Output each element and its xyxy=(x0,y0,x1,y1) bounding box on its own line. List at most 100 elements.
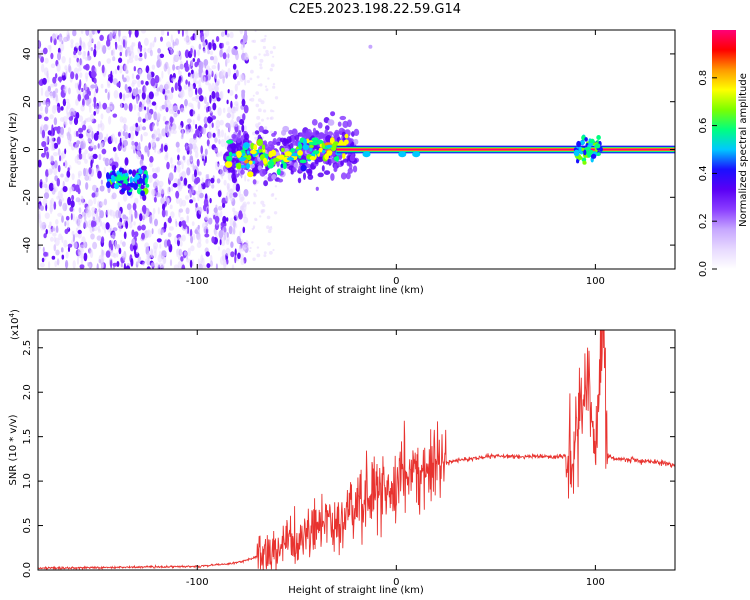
ridge-halo xyxy=(317,156,324,163)
noise-speck xyxy=(194,33,198,41)
noise-speck xyxy=(143,47,147,53)
noise-speck xyxy=(102,157,106,162)
noise-speck xyxy=(173,105,178,112)
noise-speck xyxy=(64,176,70,183)
noise-speck xyxy=(123,103,128,111)
echo-blob xyxy=(121,183,127,189)
noise-speck xyxy=(87,132,91,139)
noise-speck xyxy=(87,41,92,48)
noise-speck xyxy=(230,100,233,109)
noise-speck xyxy=(142,118,146,123)
noise-speck xyxy=(192,58,196,62)
snr-ticks: -100 0 100 0.0 0.5 1.0 1.5 2.0 2.5 xyxy=(22,330,675,588)
noise-speck xyxy=(97,30,101,34)
noise-speck xyxy=(217,133,221,139)
noise-speck xyxy=(64,221,67,227)
noise-speck xyxy=(146,106,149,114)
noise-speck xyxy=(273,211,278,215)
noise-speck xyxy=(123,193,128,202)
noise-speck xyxy=(43,192,50,200)
noise-speck xyxy=(63,85,68,94)
noise-speck xyxy=(133,245,137,250)
noise-speck xyxy=(38,245,41,251)
noise-speck xyxy=(44,146,49,152)
noise-speck xyxy=(75,197,81,203)
spectrogram-heatmap xyxy=(38,30,675,269)
noise-speck xyxy=(132,88,137,97)
ridge-blob xyxy=(291,152,299,157)
noise-speck xyxy=(228,225,233,235)
ridge-halo xyxy=(330,173,335,181)
noise-speck xyxy=(77,50,82,56)
ridge-halo xyxy=(252,179,257,185)
snr-series-line xyxy=(38,330,675,570)
noise-speck xyxy=(60,106,64,111)
noise-speck xyxy=(137,79,141,88)
noise-speck xyxy=(203,116,208,125)
noise-speck xyxy=(124,124,129,132)
noise-speck xyxy=(68,57,72,65)
snr-multiplier-close: ) xyxy=(10,309,21,313)
snr-ylabel: SNR (10 * v/v) xyxy=(8,414,19,485)
noise-speck xyxy=(129,45,134,54)
ridge-halo xyxy=(347,167,353,174)
ridge-halo xyxy=(342,120,349,128)
echo-blob xyxy=(118,167,123,173)
noise-speck xyxy=(66,131,71,141)
noise-speck xyxy=(153,111,158,121)
noise-speck xyxy=(56,195,60,200)
noise-speck xyxy=(133,221,136,226)
noise-speck xyxy=(239,30,244,35)
noise-speck xyxy=(50,197,55,206)
noise-speck xyxy=(55,225,59,233)
noise-speck xyxy=(270,109,273,113)
noise-speck xyxy=(144,258,150,264)
noise-speck xyxy=(94,84,98,90)
noise-speck xyxy=(175,141,180,148)
noise-speck xyxy=(230,251,235,258)
noise-speck xyxy=(154,75,160,84)
noise-speck xyxy=(62,186,68,193)
noise-speck xyxy=(76,140,81,145)
noise-speck xyxy=(98,60,101,67)
noise-speck xyxy=(256,246,260,249)
noise-speck xyxy=(80,256,84,265)
noise-speck xyxy=(220,139,226,148)
noise-speck xyxy=(173,168,177,173)
noise-speck xyxy=(85,56,89,62)
noise-speck xyxy=(140,80,144,85)
noise-speck xyxy=(39,126,43,135)
noise-speck xyxy=(263,254,267,258)
noise-speck xyxy=(97,170,102,179)
noise-speck xyxy=(132,202,137,211)
noise-speck xyxy=(144,84,147,93)
ridge-halo xyxy=(282,125,290,133)
noise-speck xyxy=(208,42,212,50)
noise-speck xyxy=(52,152,59,157)
noise-speck xyxy=(211,65,217,70)
noise-speck xyxy=(272,248,275,252)
secondary-blob xyxy=(579,140,586,146)
noise-speck xyxy=(214,72,218,80)
noise-speck xyxy=(229,89,234,96)
secondary-blob xyxy=(587,150,593,155)
noise-speck xyxy=(220,210,223,218)
x-tick-label: 100 xyxy=(586,276,605,287)
noise-speck xyxy=(196,115,201,121)
noise-speck xyxy=(134,211,139,219)
noise-speck xyxy=(181,220,187,227)
noise-speck xyxy=(87,199,93,207)
noise-speck xyxy=(100,113,104,120)
echo-blob xyxy=(125,186,131,191)
noise-speck xyxy=(148,142,152,150)
noise-speck xyxy=(124,64,128,73)
ridge-halo xyxy=(272,138,278,145)
echo-blob xyxy=(140,184,145,190)
ridge-blob xyxy=(326,144,333,148)
noise-speck xyxy=(131,73,135,80)
noise-speck xyxy=(51,105,57,114)
noise-speck xyxy=(38,53,42,59)
ridge-halo xyxy=(293,162,299,169)
noise-speck xyxy=(78,115,84,122)
echo-blob xyxy=(106,172,110,180)
